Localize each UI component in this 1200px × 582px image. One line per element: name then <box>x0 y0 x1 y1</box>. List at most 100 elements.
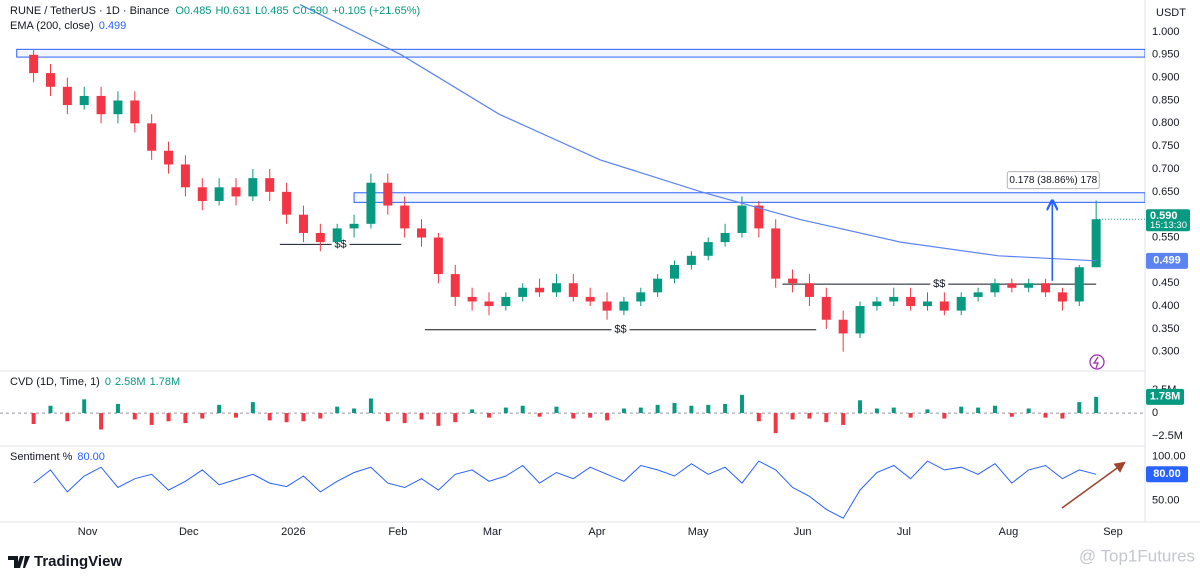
candle-body <box>265 178 275 192</box>
cvd-tag-label: 1.78M <box>1150 391 1181 403</box>
x-tick-label: Jul <box>897 526 911 538</box>
cvd-bar <box>1043 413 1048 418</box>
level-label-bg <box>611 322 630 337</box>
x-tick-label: 2026 <box>281 526 305 538</box>
cvd-bar <box>503 407 508 414</box>
cvd-bar <box>891 407 896 414</box>
plot-layer: $$$$$$0.3000.3500.4000.4500.5500.6000.65… <box>0 4 1190 538</box>
y-tick-label: 0.800 <box>1152 117 1180 129</box>
cvd-bar <box>655 404 660 414</box>
sentiment-title: Sentiment % <box>10 451 73 463</box>
cvd-bar <box>723 403 728 414</box>
x-tick-label: Feb <box>388 526 407 538</box>
candle-body <box>956 296 966 311</box>
candle-body <box>703 242 713 256</box>
ohlc-open: O0.485 <box>175 5 211 17</box>
last-price-tag <box>1146 209 1190 232</box>
y-tick-label: 0.900 <box>1152 72 1180 84</box>
candle-body <box>214 187 224 201</box>
cvd-bar <box>132 413 137 420</box>
x-tick-label: Apr <box>588 526 605 538</box>
y-tick-label: 0.300 <box>1152 346 1180 358</box>
cvd-bar <box>470 409 475 414</box>
y-tick-label: 0.850 <box>1152 94 1180 106</box>
cvd-bar <box>520 405 525 414</box>
candle-body <box>939 301 949 311</box>
candle-body <box>922 301 932 307</box>
candle-body <box>197 187 207 201</box>
cvd-bar <box>166 413 171 422</box>
cvd-bar <box>571 413 576 419</box>
ema-price-label: 0.499 <box>1153 255 1181 267</box>
candle-body <box>164 150 174 165</box>
brand-icon <box>8 556 30 568</box>
candle-body <box>417 228 427 238</box>
candle-body <box>804 283 814 297</box>
alert-icon[interactable] <box>1089 354 1105 370</box>
cvd-bar <box>267 413 272 421</box>
x-tick-label: Mar <box>483 526 502 538</box>
x-tick-label: Dec <box>179 526 199 538</box>
cvd-header: CVD (1D, Time, 1) 0 2.58M 1.78M <box>10 376 180 388</box>
candle-body <box>467 296 477 302</box>
candle-body <box>737 205 747 233</box>
cvd-bar <box>284 413 289 423</box>
brand-logo[interactable]: TradingView <box>8 553 122 570</box>
y-tick-label: 100.00 <box>1152 451 1186 463</box>
candle-body <box>686 255 696 265</box>
candle-body <box>619 301 629 311</box>
cvd-bar <box>537 413 542 417</box>
candle-body <box>147 123 157 151</box>
measure-label: 0.178 (38.86%) 178 <box>1009 175 1097 186</box>
cvd-bar <box>672 403 677 414</box>
y-tick-label: 0.650 <box>1152 186 1180 198</box>
candle-body <box>1041 283 1051 293</box>
candle-body <box>130 100 140 124</box>
cvd-bar <box>824 413 829 423</box>
cvd-bar <box>959 406 964 414</box>
price-header: RUNE / TetherUS · 1D · Binance O0.485 H0.6… <box>10 5 420 17</box>
cvd-bar <box>858 400 863 414</box>
cvd-tag <box>1146 388 1184 405</box>
cvd-bar <box>841 413 846 425</box>
cvd-bar <box>874 408 879 414</box>
ohlc-low: L0.485 <box>255 5 289 17</box>
candle-body <box>973 292 983 297</box>
cvd-value: 0 <box>105 376 111 388</box>
cvd-bar <box>588 413 593 418</box>
cvd-bar <box>1026 408 1031 414</box>
cvd-bar <box>773 413 778 434</box>
cvd-bar <box>183 413 188 424</box>
candle-body <box>906 296 916 307</box>
candle-body <box>231 187 241 197</box>
cvd-bar <box>621 408 626 414</box>
candle-body <box>79 95 89 106</box>
cvd-title: CVD (1D, Time, 1) <box>10 376 100 388</box>
candle-body <box>1007 283 1017 288</box>
cvd-bar <box>1060 413 1065 419</box>
candle-body <box>855 306 865 334</box>
cvd-bar <box>335 406 340 414</box>
cvd-bar <box>453 413 458 423</box>
cvd-bar <box>250 402 255 414</box>
candle-body <box>298 214 308 233</box>
cvd-bar <box>301 413 306 422</box>
trend-arrow <box>1061 461 1126 509</box>
candle-body <box>29 54 39 74</box>
candle-body <box>501 296 511 307</box>
level-label: $$ <box>933 278 945 290</box>
candle-body <box>45 73 55 87</box>
candle-body <box>872 301 882 307</box>
ema-value: 0.499 <box>99 20 127 32</box>
y-tick-label: 0.350 <box>1152 323 1180 335</box>
candle-body <box>450 274 460 297</box>
candle-body <box>771 228 781 279</box>
candle-body <box>518 287 528 297</box>
cvd-value: 2.58M <box>115 376 146 388</box>
candle-body <box>62 86 72 106</box>
candle-body <box>602 301 612 311</box>
cvd-bar <box>554 406 559 414</box>
candle-body <box>653 278 663 293</box>
